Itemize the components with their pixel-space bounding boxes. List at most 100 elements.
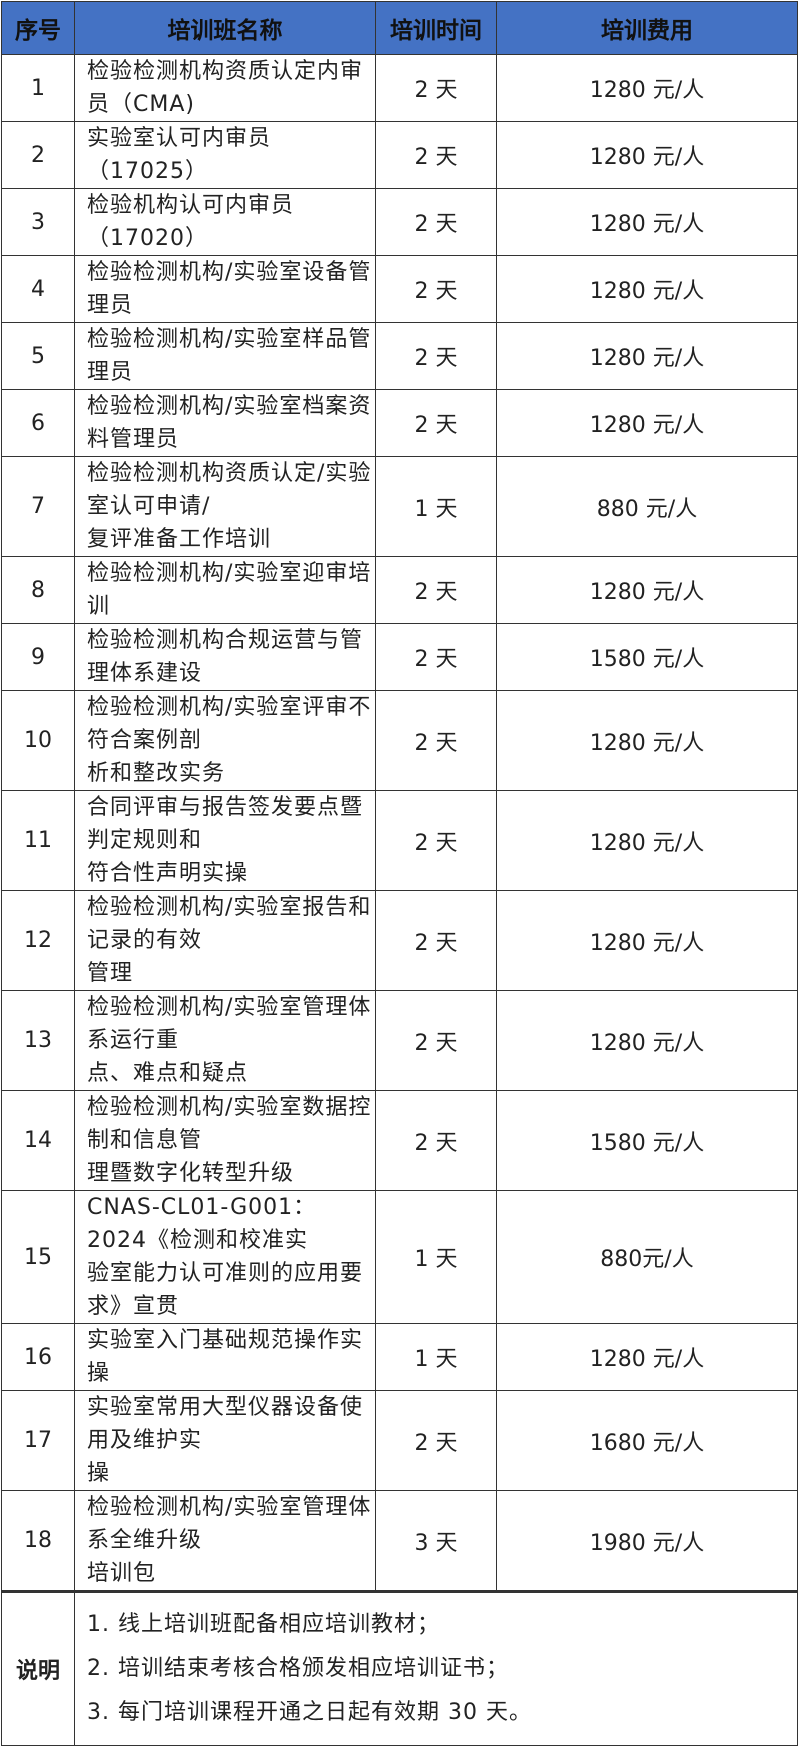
- table-row: 5 检验检测机构/实验室样品管理员 2 天 1280 元/人: [1, 322, 798, 390]
- course-duration: 2 天: [375, 623, 497, 691]
- course-duration: 2 天: [375, 255, 497, 323]
- course-duration: 2 天: [375, 121, 497, 189]
- row-number: 12: [1, 890, 75, 991]
- header-no: 序号: [1, 1, 75, 55]
- course-name: 检验检测机构/实验室迎审培训: [74, 556, 376, 624]
- course-fee: 1580 元/人: [496, 1090, 798, 1191]
- table-row: 18 检验检测机构/实验室管理体系全维升级 培训包 3 天 1980 元/人: [1, 1490, 798, 1592]
- row-number: 1: [1, 54, 75, 122]
- course-fee: 1980 元/人: [496, 1490, 798, 1592]
- course-fee: 1280 元/人: [496, 990, 798, 1091]
- course-duration: 2 天: [375, 1090, 497, 1191]
- notes-content: 1. 线上培训班配备相应培训教材； 2. 培训结束考核合格颁发相应培训证书； 3…: [74, 1590, 798, 1746]
- course-fee: 1280 元/人: [496, 890, 798, 991]
- row-number: 5: [1, 322, 75, 390]
- row-number: 9: [1, 623, 75, 691]
- course-name: 实验室认可内审员（17025）: [74, 121, 376, 189]
- course-name: 检验检测机构资质认定/实验室认可申请/ 复评准备工作培训: [74, 456, 376, 557]
- course-duration: 2 天: [375, 188, 497, 256]
- course-name: 实验室常用大型仪器设备使用及维护实 操: [74, 1390, 376, 1491]
- course-name: 实验室入门基础规范操作实操: [74, 1323, 376, 1391]
- header-fee: 培训费用: [496, 1, 798, 55]
- course-duration: 2 天: [375, 690, 497, 791]
- table-row: 2 实验室认可内审员（17025） 2 天 1280 元/人: [1, 121, 798, 189]
- table-row: 12 检验检测机构/实验室报告和记录的有效 管理 2 天 1280 元/人: [1, 890, 798, 991]
- course-duration: 2 天: [375, 1390, 497, 1491]
- note-item: 3. 每门培训课程开通之日起有效期 30 天。: [87, 1700, 532, 1725]
- notes-row: 说明 1. 线上培训班配备相应培训教材； 2. 培训结束考核合格颁发相应培训证书…: [1, 1590, 798, 1746]
- table-row: 9 检验检测机构合规运营与管理体系建设 2 天 1580 元/人: [1, 623, 798, 691]
- course-fee: 1280 元/人: [496, 556, 798, 624]
- row-number: 16: [1, 1323, 75, 1391]
- table-row: 13 检验检测机构/实验室管理体系运行重 点、难点和疑点 2 天 1280 元/人: [1, 990, 798, 1091]
- course-fee: 1280 元/人: [496, 121, 798, 189]
- row-number: 17: [1, 1390, 75, 1491]
- course-name: 检验检测机构/实验室管理体系全维升级 培训包: [74, 1490, 376, 1592]
- course-name: 检验检测机构/实验室数据控制和信息管 理暨数字化转型升级: [74, 1090, 376, 1191]
- table-row: 1 检验检测机构资质认定内审员（CMA) 2 天 1280 元/人: [1, 54, 798, 122]
- table-row: 16 实验室入门基础规范操作实操 1 天 1280 元/人: [1, 1323, 798, 1391]
- course-fee: 1280 元/人: [496, 690, 798, 791]
- course-duration: 2 天: [375, 54, 497, 122]
- course-fee: 1680 元/人: [496, 1390, 798, 1491]
- table-row: 6 检验检测机构/实验室档案资料管理员 2 天 1280 元/人: [1, 389, 798, 457]
- course-fee: 880 元/人: [496, 456, 798, 557]
- course-name: 检验机构认可内审员（17020）: [74, 188, 376, 256]
- course-duration: 2 天: [375, 322, 497, 390]
- row-number: 10: [1, 690, 75, 791]
- row-number: 7: [1, 456, 75, 557]
- course-name: 检验检测机构/实验室管理体系运行重 点、难点和疑点: [74, 990, 376, 1091]
- course-fee: 1280 元/人: [496, 389, 798, 457]
- course-duration: 2 天: [375, 790, 497, 891]
- course-fee: 1280 元/人: [496, 322, 798, 390]
- course-duration: 2 天: [375, 556, 497, 624]
- course-name: 检验检测机构/实验室评审不符合案例剖 析和整改实务: [74, 690, 376, 791]
- course-name: 检验检测机构资质认定内审员（CMA): [74, 54, 376, 122]
- course-duration: 2 天: [375, 389, 497, 457]
- table-row: 14 检验检测机构/实验室数据控制和信息管 理暨数字化转型升级 2 天 1580 元/…: [1, 1090, 798, 1191]
- notes-label: 说明: [1, 1590, 75, 1746]
- row-number: 3: [1, 188, 75, 256]
- row-number: 8: [1, 556, 75, 624]
- course-fee: 1280 元/人: [496, 255, 798, 323]
- table-row: 3 检验机构认可内审员（17020） 2 天 1280 元/人: [1, 188, 798, 256]
- row-number: 13: [1, 990, 75, 1091]
- row-number: 11: [1, 790, 75, 891]
- table-row: 10 检验检测机构/实验室评审不符合案例剖 析和整改实务 2 天 1280 元/人: [1, 690, 798, 791]
- table-row: 7 检验检测机构资质认定/实验室认可申请/ 复评准备工作培训 1 天 880 元/人: [1, 456, 798, 557]
- course-duration: 3 天: [375, 1490, 497, 1592]
- course-fee: 1280 元/人: [496, 188, 798, 256]
- course-name: 检验检测机构/实验室档案资料管理员: [74, 389, 376, 457]
- course-name: 检验检测机构/实验室报告和记录的有效 管理: [74, 890, 376, 991]
- row-number: 14: [1, 1090, 75, 1191]
- row-number: 18: [1, 1490, 75, 1592]
- course-fee: 1280 元/人: [496, 790, 798, 891]
- course-duration: 1 天: [375, 1323, 497, 1391]
- row-number: 15: [1, 1190, 75, 1324]
- course-name: 检验检测机构合规运营与管理体系建设: [74, 623, 376, 691]
- row-number: 2: [1, 121, 75, 189]
- row-number: 6: [1, 389, 75, 457]
- course-duration: 2 天: [375, 990, 497, 1091]
- table-header: 序号 培训班名称 培训时间 培训费用: [1, 1, 798, 55]
- row-number: 4: [1, 255, 75, 323]
- course-duration: 1 天: [375, 1190, 497, 1324]
- note-item: 2. 培训结束考核合格颁发相应培训证书；: [87, 1656, 509, 1681]
- note-item: 1. 线上培训班配备相应培训教材；: [87, 1612, 440, 1637]
- course-fee: 880元/人: [496, 1190, 798, 1324]
- table-row: 15 CNAS-CL01-G001：2024《检测和校准实 验室能力认可准则的应用…: [1, 1190, 798, 1324]
- header-name: 培训班名称: [74, 1, 376, 55]
- course-duration: 2 天: [375, 890, 497, 991]
- course-fee: 1580 元/人: [496, 623, 798, 691]
- course-fee: 1280 元/人: [496, 1323, 798, 1391]
- table-row: 11 合同评审与报告签发要点暨判定规则和 符合性声明实操 2 天 1280 元/人: [1, 790, 798, 891]
- course-name: 检验检测机构/实验室样品管理员: [74, 322, 376, 390]
- course-name: CNAS-CL01-G001：2024《检测和校准实 验室能力认可准则的应用要求…: [74, 1190, 376, 1324]
- course-duration: 1 天: [375, 456, 497, 557]
- table-row: 8 检验检测机构/实验室迎审培训 2 天 1280 元/人: [1, 556, 798, 624]
- table-row: 4 检验检测机构/实验室设备管理员 2 天 1280 元/人: [1, 255, 798, 323]
- course-name: 检验检测机构/实验室设备管理员: [74, 255, 376, 323]
- course-name: 合同评审与报告签发要点暨判定规则和 符合性声明实操: [74, 790, 376, 891]
